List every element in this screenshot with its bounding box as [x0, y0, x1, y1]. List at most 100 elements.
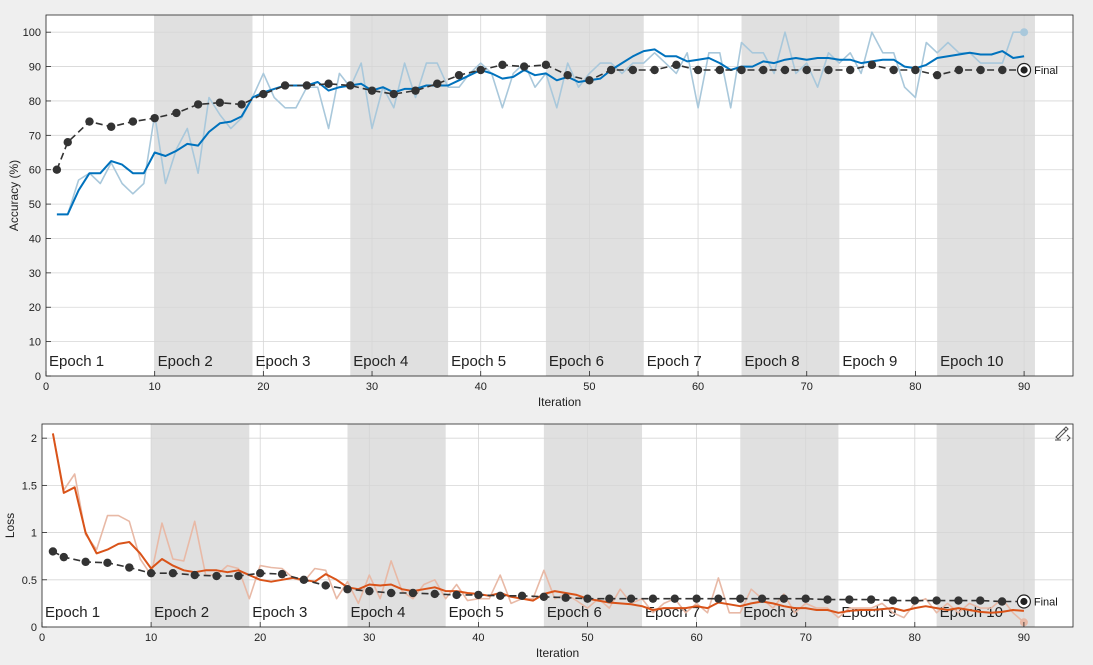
epoch-label: Epoch 6 — [549, 353, 604, 370]
validation-point — [259, 89, 268, 99]
validation-point — [715, 65, 724, 75]
validation-point — [759, 65, 768, 75]
x-tick-label: 10 — [145, 632, 157, 644]
training-smoothed-line — [56, 48, 1025, 216]
validation-point — [321, 581, 330, 590]
epoch-band — [545, 15, 644, 376]
loss-plot: Epoch 1 Epoch 2 Epoch 3 Epoch 4 Epoch 5 Epoch… — [3, 423, 1074, 660]
y-tick-label: 20 — [29, 302, 41, 314]
x-tick-label: 60 — [690, 632, 702, 644]
x-tick-label: 80 — [909, 381, 921, 393]
final-marker-dot — [1020, 66, 1028, 74]
x-tick-label: 20 — [254, 632, 266, 644]
validation-point — [367, 86, 377, 95]
x-axis-label: Iteration — [538, 395, 581, 409]
validation-point — [103, 558, 112, 567]
x-tick-label: 60 — [692, 381, 704, 393]
training-smoothed-line — [51, 433, 1024, 614]
validation-point — [517, 591, 527, 601]
validation-point — [324, 79, 333, 88]
epoch-label: Epoch 2 — [158, 353, 213, 370]
validation-point — [411, 86, 420, 95]
validation-point — [648, 594, 658, 603]
y-tick-label: 50 — [29, 199, 41, 211]
validation-point — [954, 65, 964, 75]
validation-point — [125, 563, 134, 572]
validation-point — [911, 65, 920, 75]
validation-point — [737, 65, 746, 75]
validation-point — [302, 81, 312, 90]
validation-point — [128, 117, 138, 126]
epoch-label: Epoch 4 — [350, 604, 405, 621]
accuracy-plot: Epoch 1 Epoch 2 Epoch 3 Epoch 4 Epoch 5 Epoch… — [7, 14, 1074, 409]
validation-point — [605, 594, 614, 603]
brush-export-icon — [1055, 426, 1071, 442]
validation-point — [846, 65, 855, 75]
y-tick-label: 0 — [31, 622, 37, 634]
validation-point — [932, 596, 941, 605]
validation-line — [56, 64, 1025, 170]
validation-point — [430, 589, 439, 599]
validation-point — [867, 60, 877, 70]
epoch-label: Epoch 3 — [252, 604, 307, 621]
validation-point — [172, 108, 181, 118]
y-tick-label: 1.5 — [22, 480, 37, 492]
validation-point — [626, 594, 636, 603]
validation-point — [824, 65, 833, 75]
x-tick-label: 50 — [581, 632, 593, 644]
epoch-label: Epoch 8 — [745, 353, 800, 370]
validation-point — [954, 596, 963, 605]
validation-point — [628, 65, 638, 75]
x-tick-label: 10 — [149, 381, 161, 393]
x-tick-label: 90 — [1018, 381, 1030, 393]
validation-point — [823, 595, 832, 604]
x-axis-label: Iteration — [536, 646, 579, 660]
validation-point — [215, 98, 225, 107]
x-tick-label: 40 — [475, 381, 487, 393]
y-tick-label: 2 — [31, 433, 37, 445]
validation-point — [433, 79, 442, 88]
epoch-band — [937, 15, 1035, 376]
epoch-label: Epoch 1 — [45, 604, 100, 621]
validation-point — [779, 594, 789, 603]
validation-point — [63, 138, 72, 147]
epoch-label: Epoch 5 — [451, 353, 506, 370]
validation-point — [48, 547, 58, 556]
epoch-label: Epoch 9 — [842, 353, 897, 370]
validation-point — [346, 81, 355, 90]
validation-point — [780, 65, 790, 75]
validation-point — [563, 70, 572, 80]
validation-point — [190, 570, 199, 580]
epoch-band — [741, 15, 840, 376]
epoch-label: Epoch 6 — [547, 604, 602, 621]
epoch-label: Epoch 3 — [255, 353, 310, 370]
validation-point — [888, 596, 898, 605]
validation-point — [498, 60, 507, 70]
x-tick-label: 0 — [43, 381, 49, 393]
validation-point — [757, 594, 767, 603]
y-tick-label: 60 — [29, 165, 41, 177]
final-label: Final — [1034, 65, 1058, 77]
validation-point — [454, 70, 464, 80]
validation-point — [85, 117, 94, 126]
y-axis-label: Accuracy (%) — [7, 160, 21, 231]
epoch-band — [151, 424, 250, 627]
epoch-label: Epoch 5 — [449, 604, 504, 621]
validation-point — [585, 76, 594, 85]
validation-point — [519, 62, 529, 71]
epoch-label: Epoch 2 — [154, 604, 209, 621]
validation-point — [539, 592, 549, 601]
epoch-label: Epoch 8 — [743, 604, 798, 621]
validation-point — [150, 113, 159, 123]
y-tick-label: 30 — [29, 268, 41, 280]
validation-point — [343, 585, 352, 594]
epoch-label: Epoch 10 — [940, 353, 1003, 370]
validation-point — [168, 568, 178, 578]
validation-point — [541, 60, 551, 70]
validation-point — [408, 588, 418, 598]
validation-point — [476, 65, 485, 75]
export-toolbar-button[interactable] — [1055, 426, 1071, 442]
validation-point — [389, 89, 398, 99]
validation-point — [52, 165, 62, 174]
